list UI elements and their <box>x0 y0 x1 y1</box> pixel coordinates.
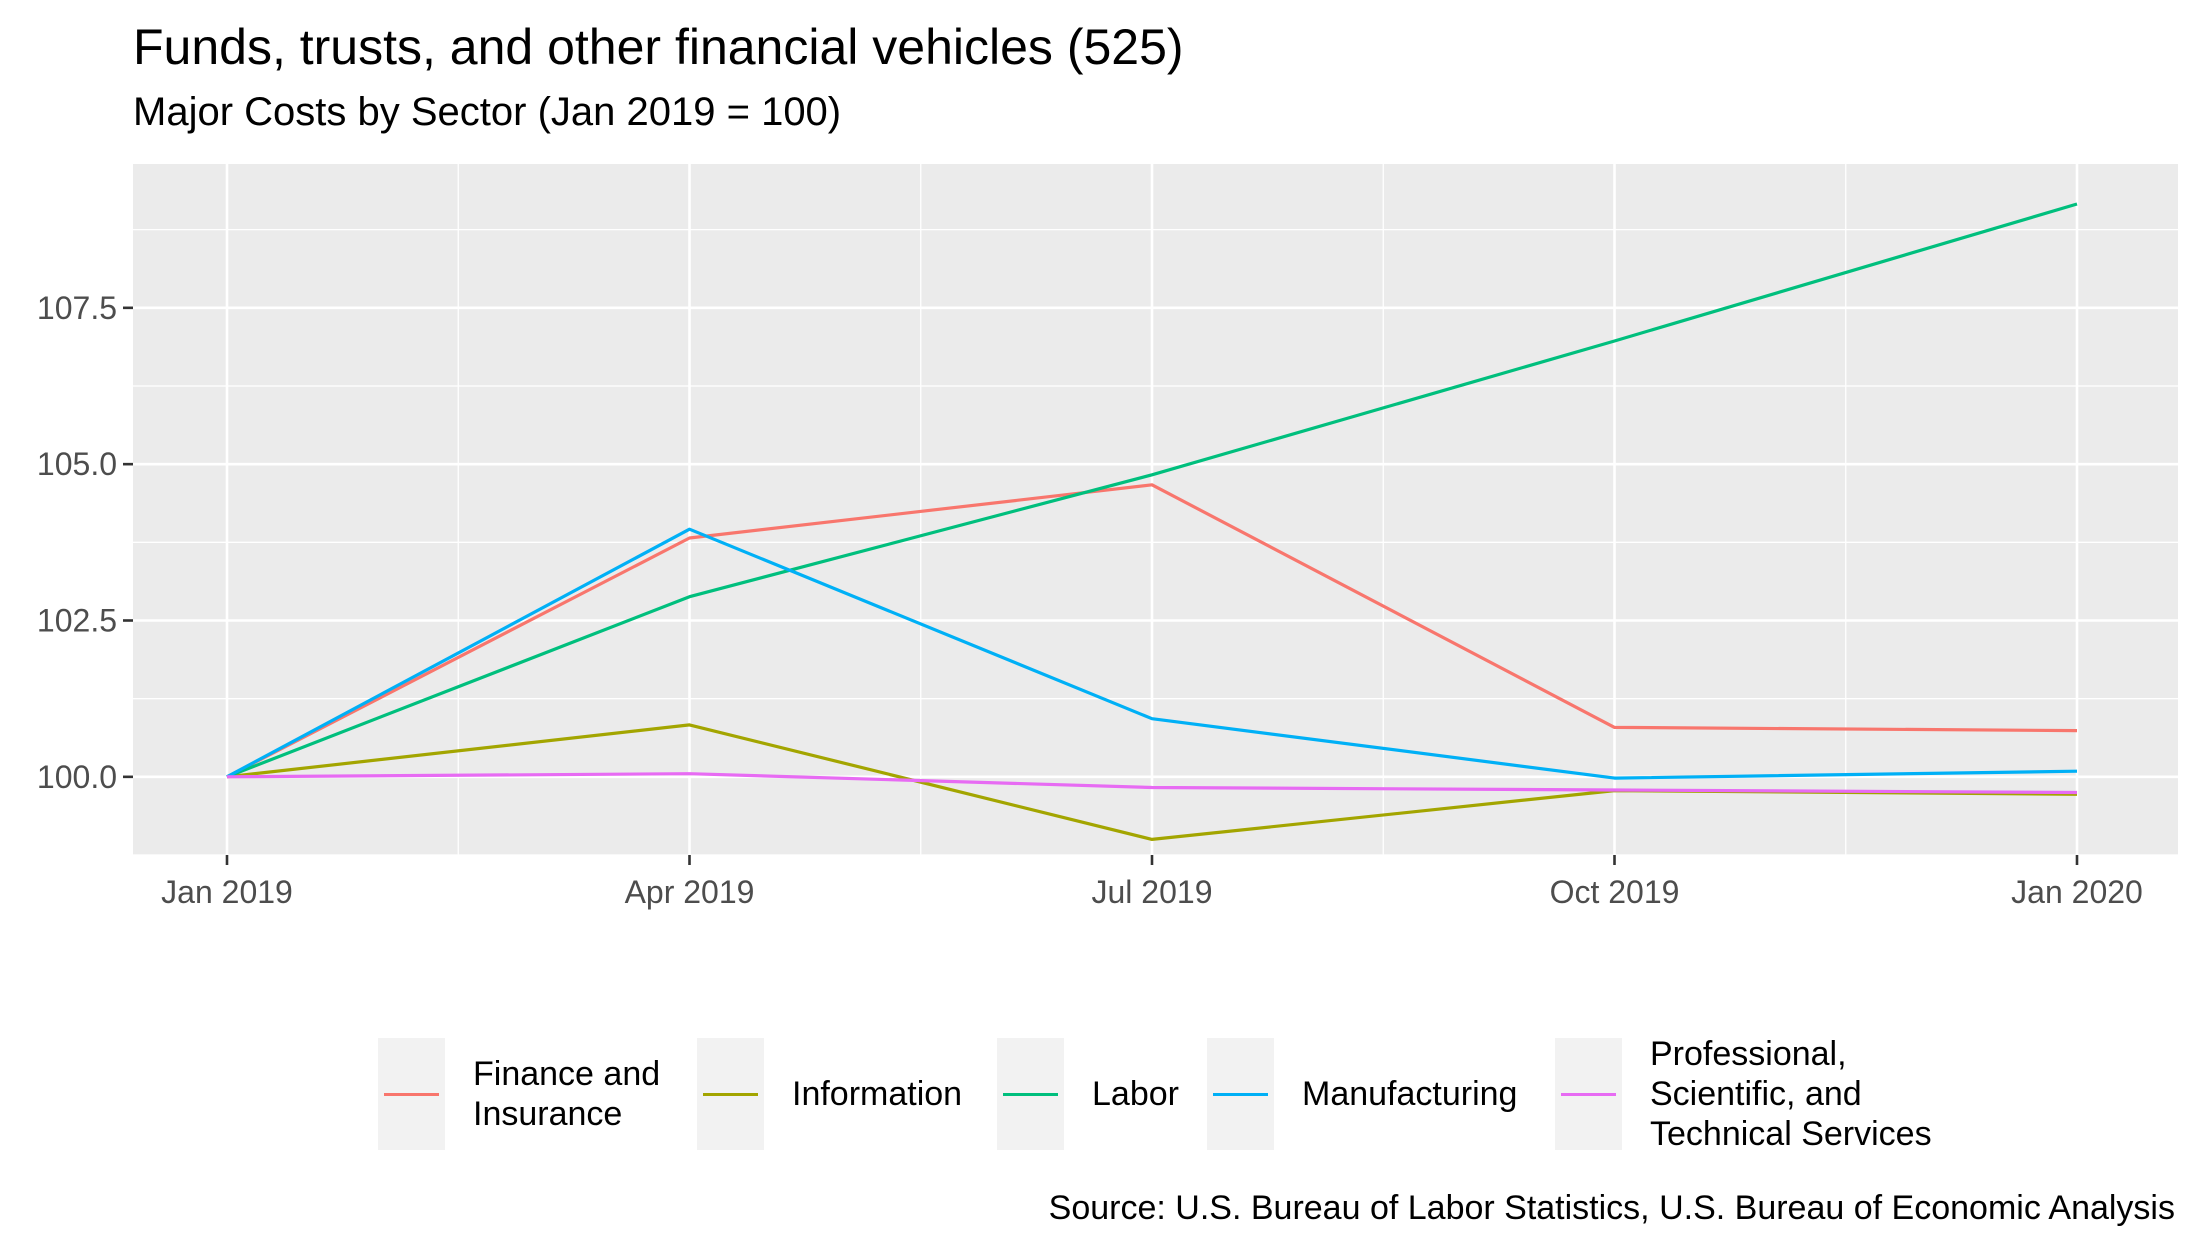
x-tick-label: Oct 2019 <box>1550 874 1680 910</box>
series-lines <box>226 202 2078 842</box>
series-line-finance-and-insurance <box>226 483 2078 779</box>
legend-key <box>1207 1038 1274 1150</box>
legend-label: Information <box>792 1075 963 1113</box>
legend-line-swatch <box>703 1093 758 1096</box>
y-tick-label: 102.5 <box>37 602 117 638</box>
legend: Finance and Insurance Information Labor Manu… <box>0 1030 2187 1180</box>
major-gridlines <box>133 164 2178 855</box>
x-tick-label: Jan 2019 <box>161 874 293 910</box>
legend-line-swatch <box>1003 1093 1058 1096</box>
y-tick-label: 107.5 <box>37 290 117 326</box>
legend-label: Labor <box>1092 1075 1179 1113</box>
x-tick-label: Jan 2020 <box>2011 874 2143 910</box>
y-tick-label: 105.0 <box>37 446 117 482</box>
axis-ticks <box>123 306 2079 865</box>
series-line-labor <box>226 202 2078 779</box>
series-line-manufacturing <box>226 527 2078 780</box>
legend-key <box>1555 1038 1622 1150</box>
plot-panel <box>133 164 2178 855</box>
legend-line-swatch <box>384 1093 439 1096</box>
series-line-professional-scientific-and-technical-services <box>226 772 2078 795</box>
legend-label: Finance and Insurance <box>473 1055 661 1133</box>
legend-key <box>378 1038 445 1150</box>
legend-line-swatch <box>1561 1093 1616 1096</box>
chart-title: Funds, trusts, and other financial vehic… <box>133 19 1184 75</box>
chart-subtitle: Major Costs by Sector (Jan 2019 = 100) <box>133 90 842 134</box>
legend-key <box>997 1038 1064 1150</box>
legend-label: Manufacturing <box>1302 1075 1518 1113</box>
chart-caption: Source: U.S. Bureau of Labor Statistics,… <box>1048 1189 2175 1227</box>
minor-gridlines <box>133 164 2178 856</box>
legend-label: Professional, Scientific, and Technical Se… <box>1650 1035 1932 1153</box>
x-tick-label: Jul 2019 <box>1092 874 1213 910</box>
x-tick-label: Apr 2019 <box>625 874 755 910</box>
legend-key <box>697 1038 764 1150</box>
y-tick-label: 100.0 <box>37 759 117 795</box>
legend-line-swatch <box>1213 1093 1268 1096</box>
axis-tick-labels: Jan 2019 Apr 2019 Jul 2019 Oct 2019 Jan 2020… <box>37 290 2143 910</box>
